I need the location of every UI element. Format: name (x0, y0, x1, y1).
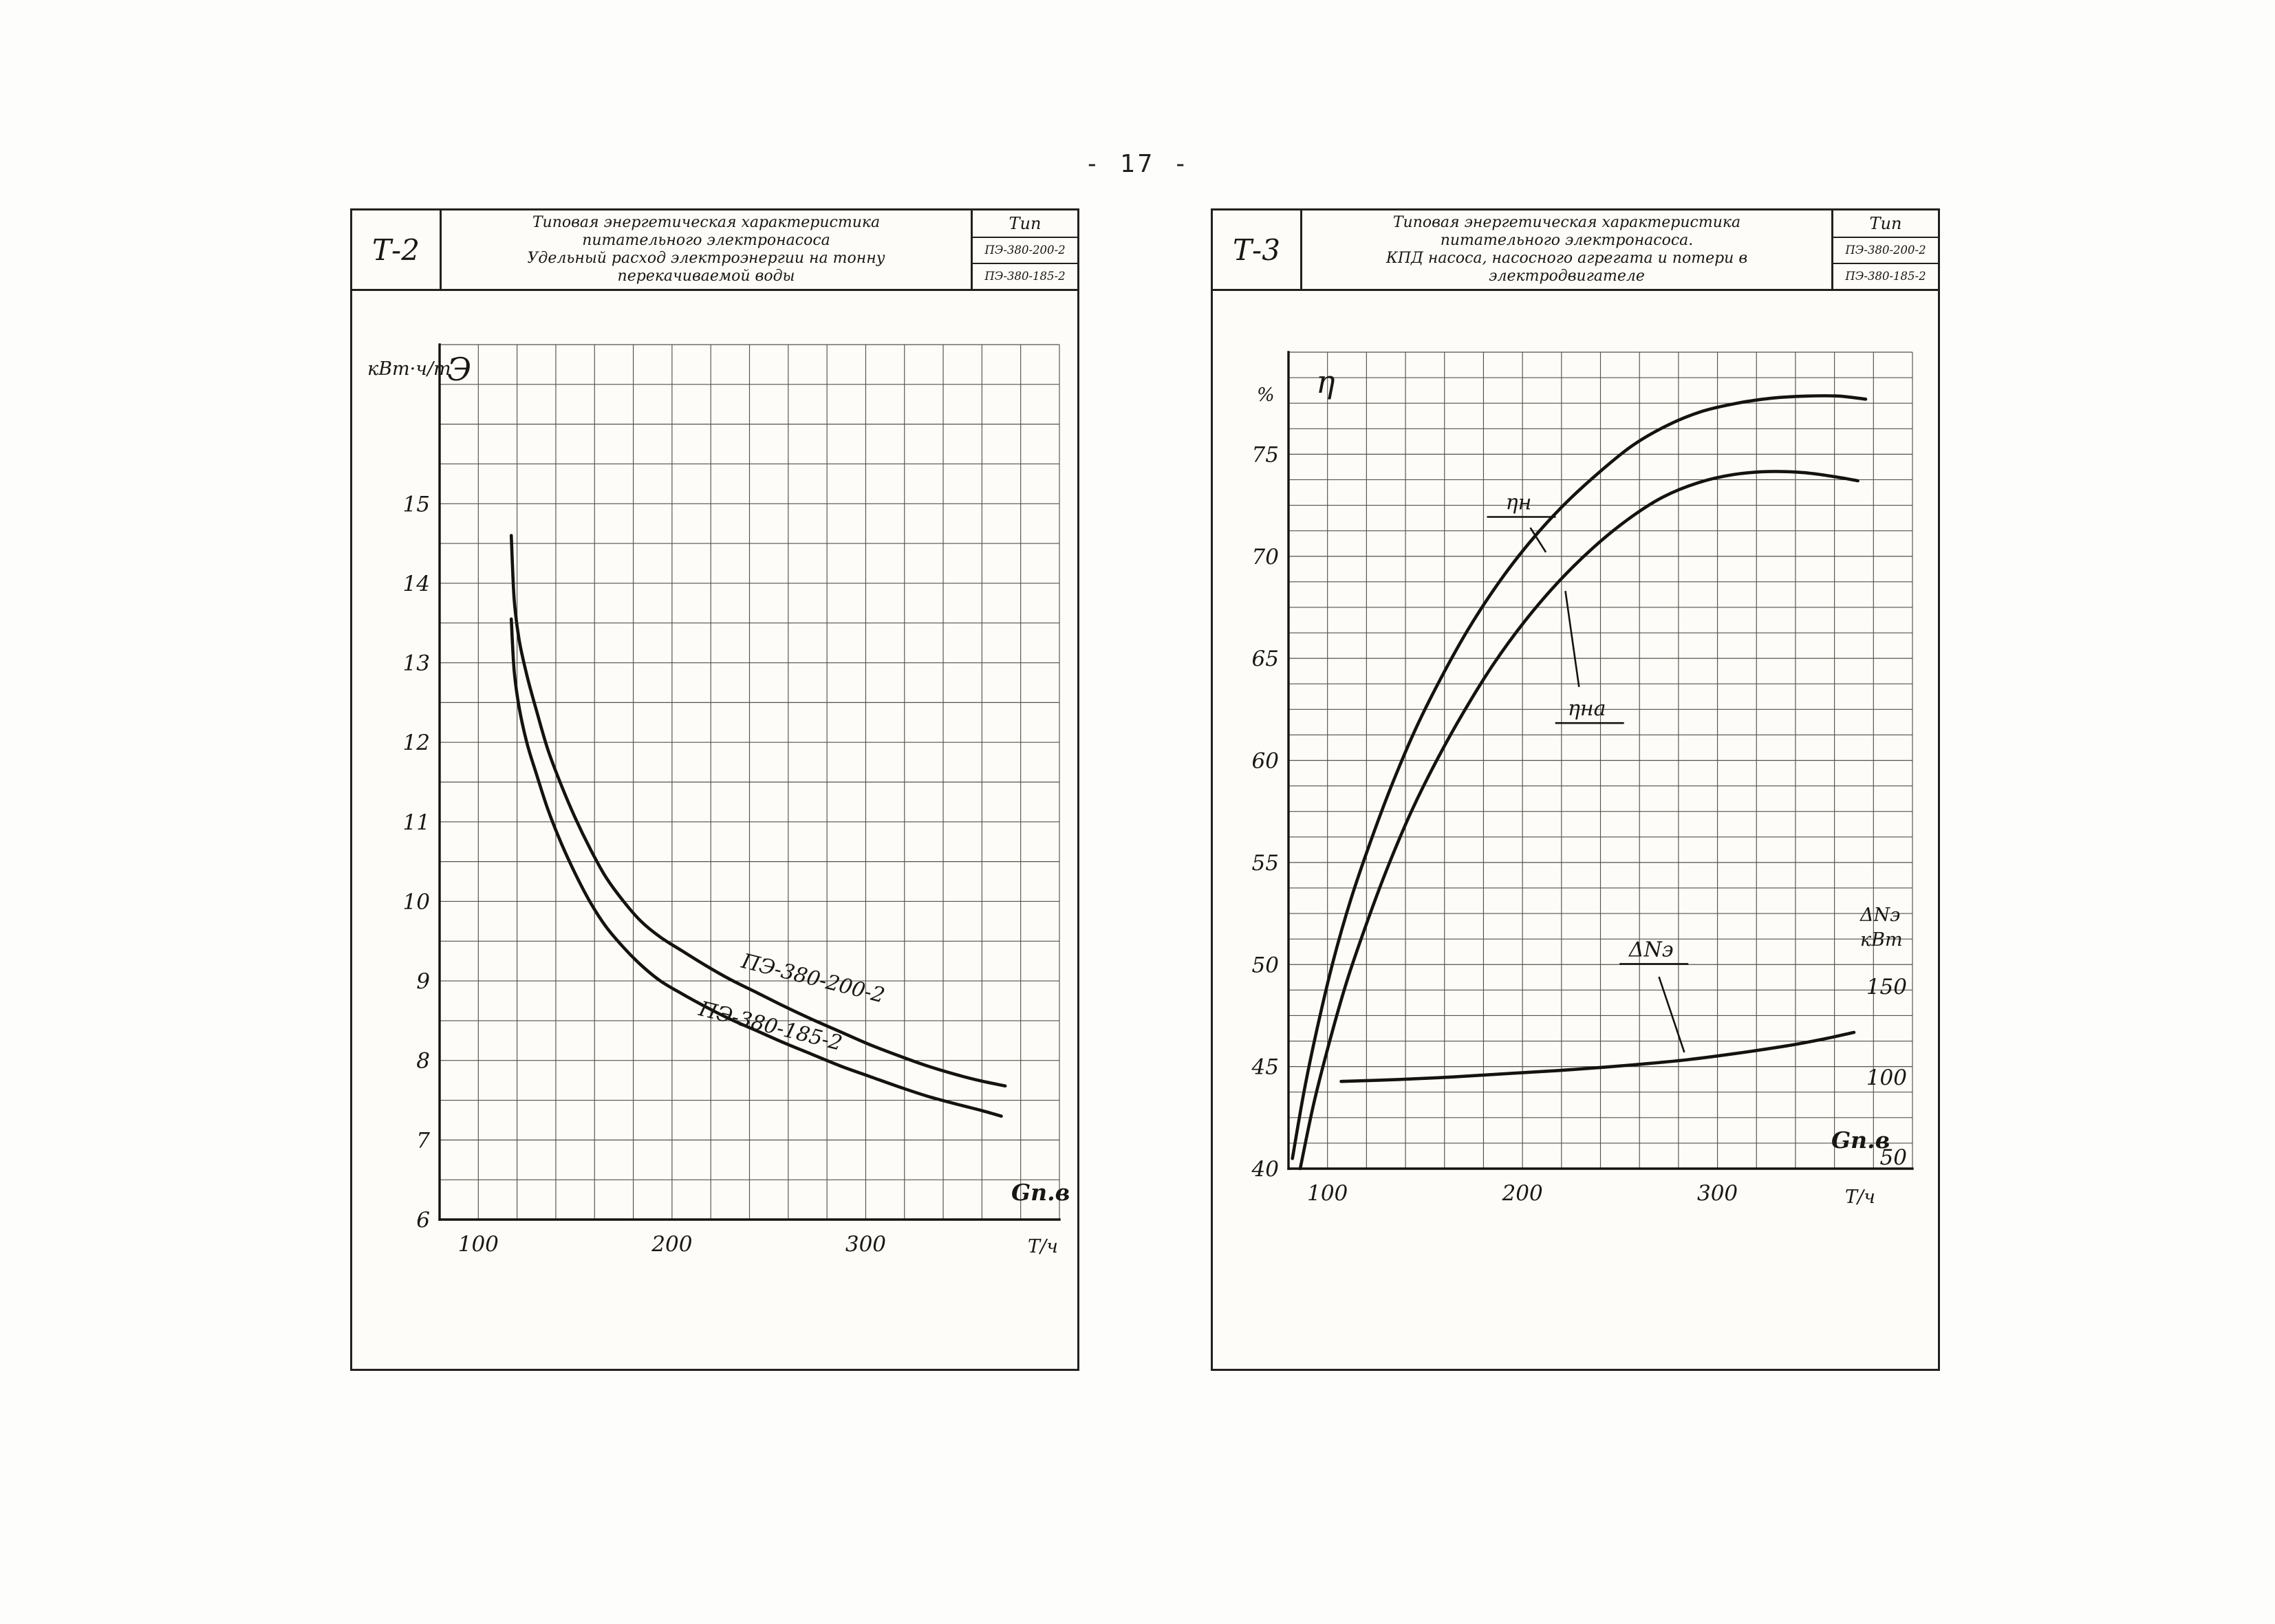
title-line: перекачиваемой воды (617, 268, 795, 285)
title-line: КПД насоса, насосного агрегата и потери … (1386, 250, 1748, 267)
x-axis-unit: Т/ч (1845, 1187, 1875, 1208)
x-axis-unit: Т/ч (1028, 1236, 1058, 1257)
leader-line (1658, 976, 1685, 1053)
y-tick-label: 60 (1252, 749, 1279, 774)
x-tick-label: 100 (1307, 1181, 1348, 1206)
series-curve (509, 534, 1007, 1087)
curve-label: ΔNэ (1628, 938, 1674, 962)
panel-t3: Т-3 Типовая энергетическая характеристик… (1211, 208, 1940, 1371)
curve-annotation: ПЭ-380-185-2 (696, 997, 844, 1056)
y-tick-label: 11 (403, 810, 430, 835)
y-tick-label: 75 (1252, 442, 1279, 467)
y-axis-unit: % (1257, 385, 1275, 406)
y-tick-label: 7 (416, 1128, 430, 1153)
pump-type-cell: Тип ПЭ-380-200-2 ПЭ-380-185-2 (1833, 210, 1938, 289)
x-tick-label: 300 (845, 1232, 886, 1257)
x-tick-label: 200 (651, 1232, 692, 1257)
type-label: Тип (1869, 214, 1902, 233)
y-tick-label: 9 (416, 969, 430, 994)
curve-label: ПЭ-380-200-2 (738, 949, 887, 1008)
panel-t2-header: Т-2 Типовая энергетическая характеристик… (352, 210, 1077, 291)
y-axis-symbol: Э (447, 351, 471, 388)
panel-t3-header: Т-3 Типовая энергетическая характеристик… (1213, 210, 1938, 291)
series-curve (509, 617, 1003, 1118)
curve-annotation: ηн (1487, 491, 1556, 518)
pump-type-value: ПЭ-380-200-2 (973, 237, 1077, 263)
curve-label: ПЭ-380-185-2 (696, 997, 844, 1056)
pump-type-value: ПЭ-380-185-2 (973, 263, 1077, 289)
title-line: Удельный расход электроэнергии на тонну (527, 250, 885, 267)
series-curve (1339, 1030, 1856, 1083)
y-axis-unit: кВт·ч/т (367, 358, 451, 380)
y-tick-label: 8 (416, 1049, 430, 1074)
series-curve (1291, 394, 1868, 1160)
axes (438, 343, 1061, 1221)
y-tick-label: 10 (403, 889, 430, 914)
figure-code: Т-2 (352, 210, 442, 289)
y-tick-label: 12 (403, 730, 430, 755)
series-curve (1298, 470, 1859, 1171)
y-axis-symbol: η (1316, 363, 1335, 400)
page-number: - 17 - (1084, 150, 1191, 178)
x-tick-label: 300 (1697, 1181, 1738, 1206)
y-tick-label: 50 (1252, 953, 1279, 977)
figure-title: Типовая энергетическая характеристика пи… (442, 210, 973, 289)
y-tick-label: 55 (1252, 851, 1279, 876)
x-axis-label: Gп.в (1011, 1179, 1070, 1206)
y-tick-label: 13 (403, 651, 430, 676)
y-tick-label: 45 (1251, 1055, 1279, 1080)
chart-t2-specific-consumption: 15 14 13 12 11 10 9 8 7 6 100 200 300 кВт·ч/тЭ Gп.в Т/ч… (367, 343, 1070, 1257)
y2-tick-label: 150 (1866, 975, 1907, 999)
y-tick-label: 15 (403, 492, 430, 517)
curve-label: ηн (1506, 491, 1532, 515)
title-line: Типовая энергетическая характеристика (532, 214, 881, 231)
title-line: питательного электронасоса. (1440, 232, 1694, 249)
y-tick-label: 6 (416, 1208, 430, 1233)
y-tick-label: 65 (1252, 647, 1279, 671)
x-tick-label: 200 (1502, 1181, 1543, 1206)
y2-tick-label: 50 (1880, 1145, 1907, 1170)
grid-lines (439, 344, 1060, 1220)
y-tick-label: 40 (1251, 1157, 1279, 1182)
curve-annotation: ΔNэ (1619, 938, 1689, 965)
leader-line (1564, 591, 1580, 687)
x-axis-label: Gп.в (1831, 1127, 1890, 1154)
y2-axis-label: ΔNэ (1859, 905, 1900, 926)
curve-annotation: ηна (1555, 697, 1624, 724)
y-tick-label: 70 (1252, 545, 1279, 570)
figure-title: Типовая энергетическая характеристика пи… (1302, 210, 1833, 289)
y2-axis-label: кВт (1860, 929, 1903, 951)
type-label: Тип (1009, 214, 1042, 233)
title-line: Типовая энергетическая характеристика (1392, 214, 1741, 231)
panel-t2: Т-2 Типовая энергетическая характеристик… (350, 208, 1079, 1371)
pump-type-cell: Тип ПЭ-380-200-2 ПЭ-380-185-2 (973, 210, 1077, 289)
y-tick-label: 14 (403, 572, 430, 596)
pump-type-value: ПЭ-380-185-2 (1833, 263, 1938, 289)
axes (1287, 351, 1914, 1170)
grid-lines (1288, 351, 1913, 1169)
title-line: электродвигателе (1489, 268, 1645, 285)
curve-annotation: ПЭ-380-200-2 (738, 949, 887, 1008)
title-line: питательного электронасоса (582, 232, 830, 249)
y2-tick-label: 100 (1866, 1065, 1907, 1090)
pump-type-value: ПЭ-380-200-2 (1833, 237, 1938, 263)
chart-t3-efficiency-losses: 75 70 65 60 55 50 45 40 100 200 300 150 100 50 ΔNэ кВт%… (1251, 351, 1914, 1208)
x-tick-label: 100 (458, 1232, 499, 1257)
curve-label: ηна (1568, 697, 1606, 721)
figure-code: Т-3 (1213, 210, 1302, 289)
leader-line (1529, 527, 1547, 553)
